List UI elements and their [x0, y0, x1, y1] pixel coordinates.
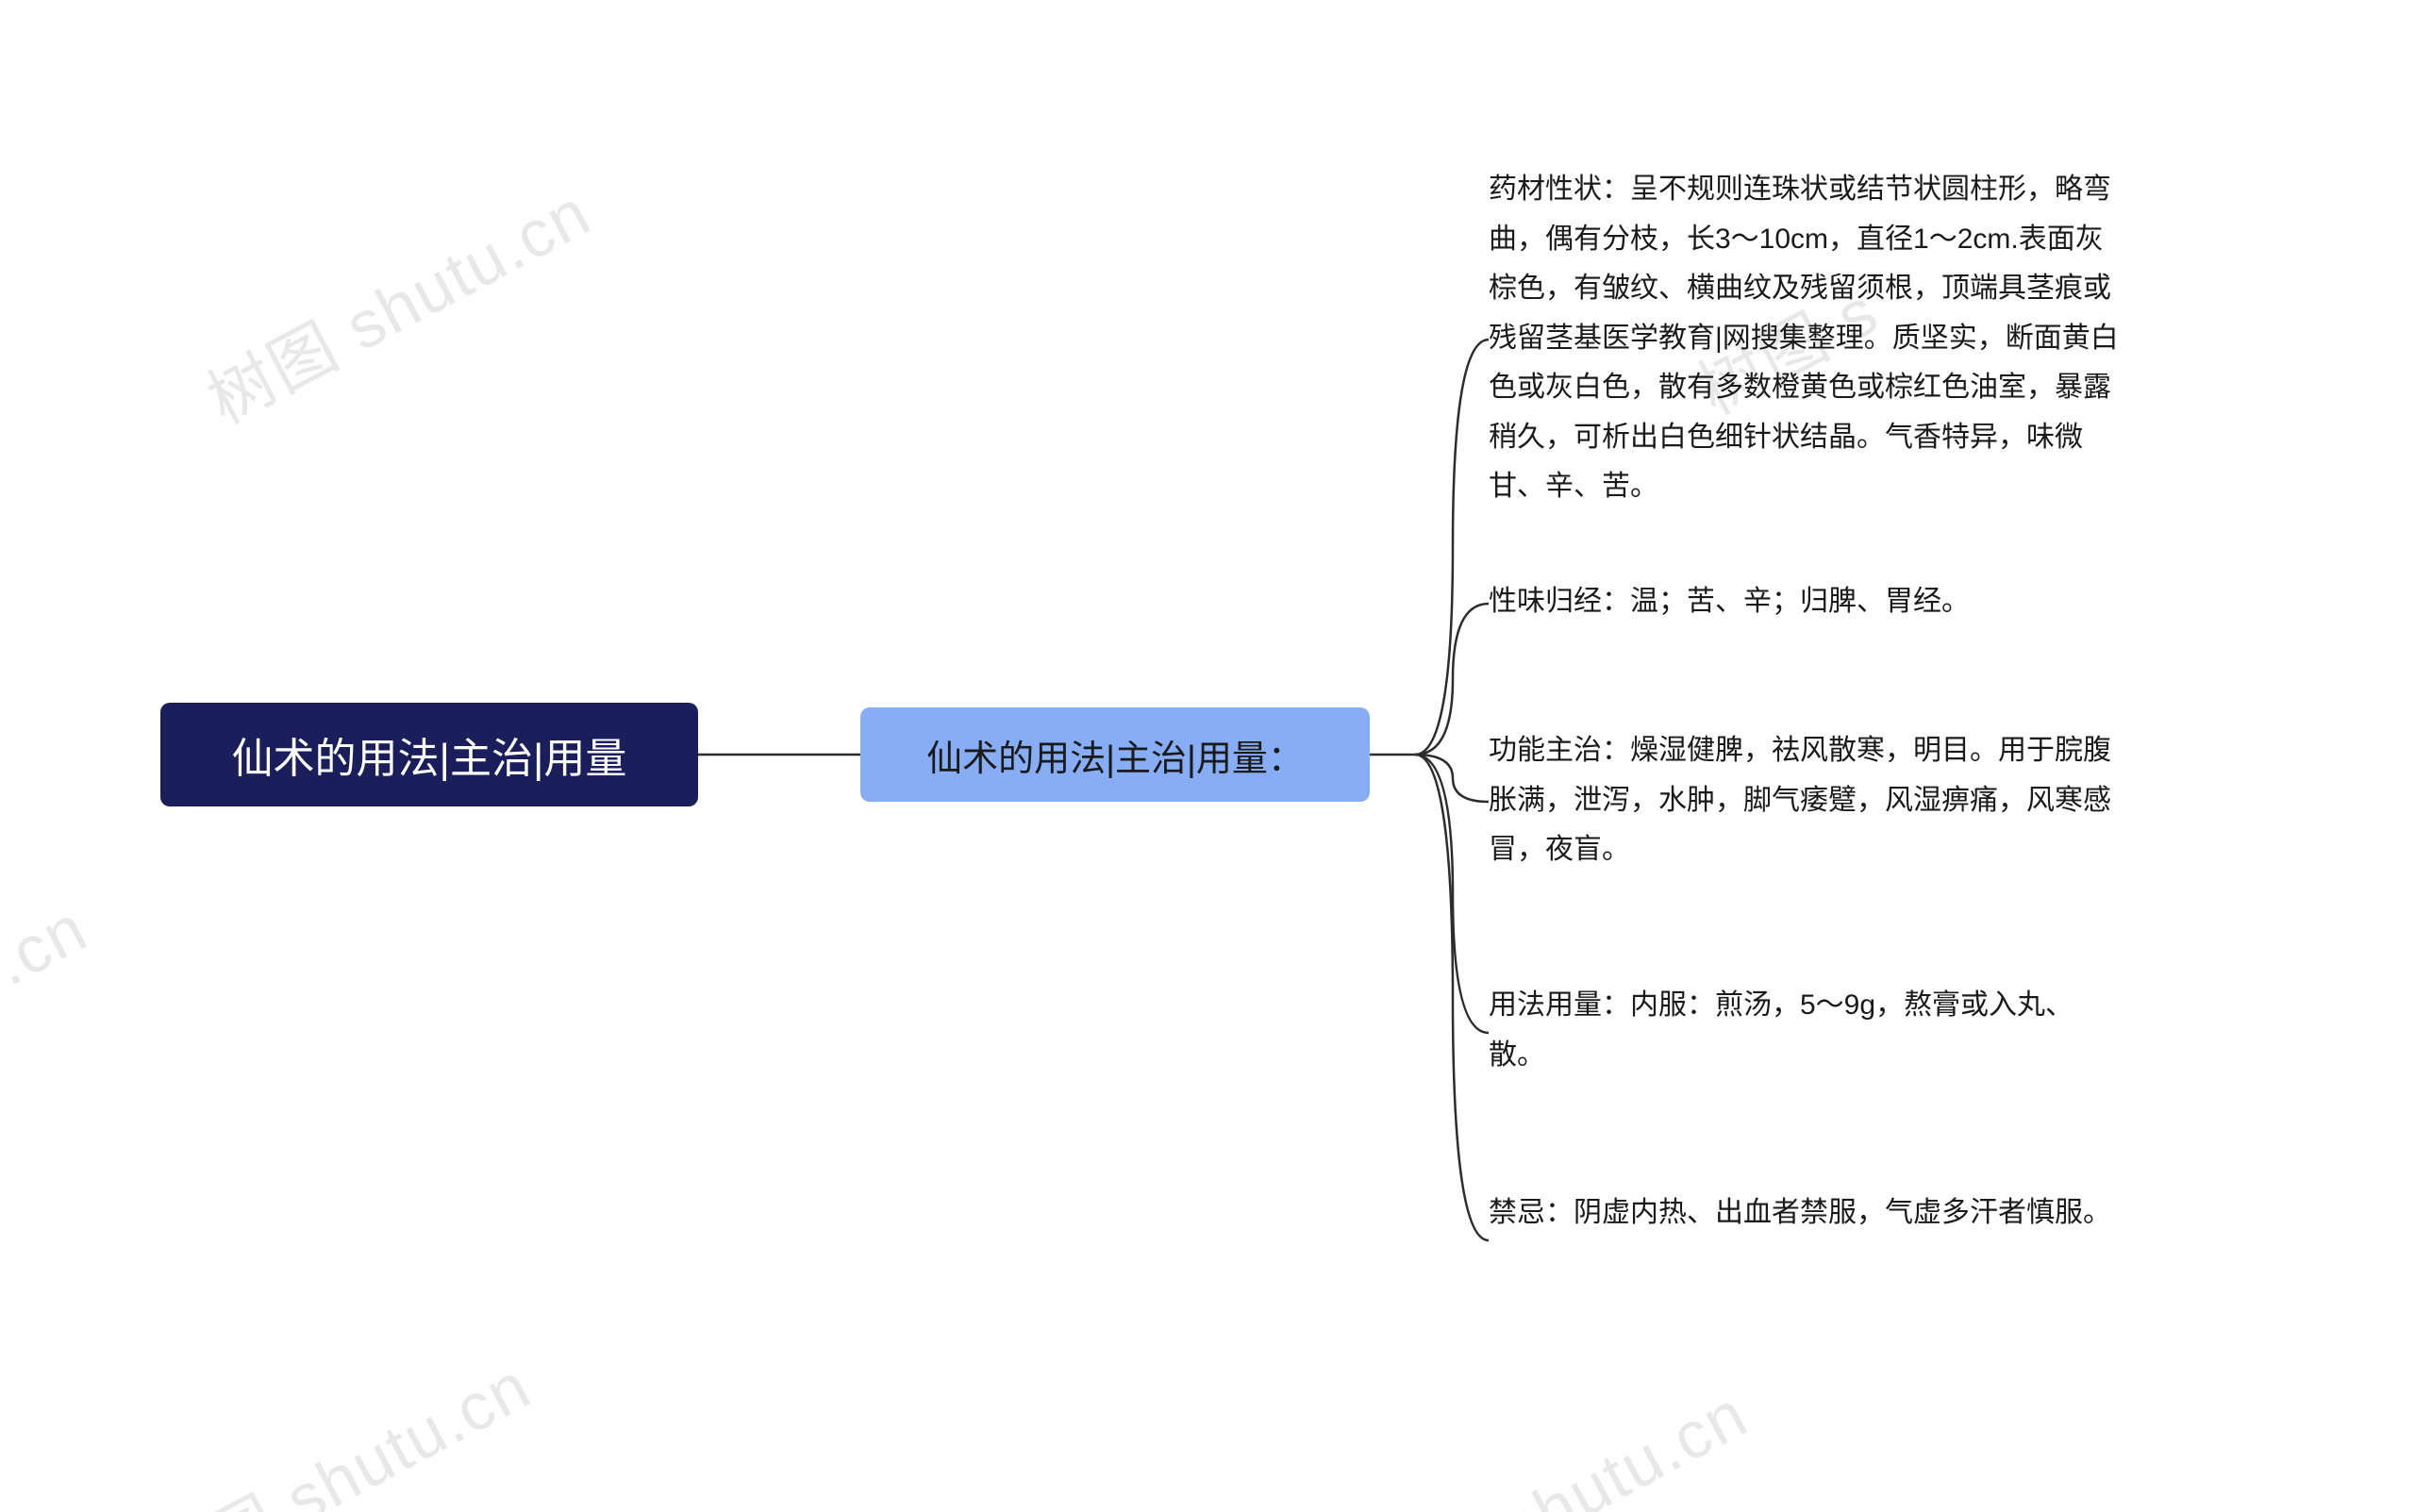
mindmap-canvas: 树图 shutu.cn 树图 s .cn 图 shutu.cn shutu.cn…	[0, 0, 2415, 1512]
leaf-text: 用法用量：内服：煎汤，5～9g，熬膏或入丸、散。	[1489, 989, 2074, 1071]
leaf-nature[interactable]: 性味归经：温；苦、辛；归脾、胃经。	[1489, 577, 2130, 627]
leaf-text: 功能主治：燥湿健脾，祛风散寒，明目。用于脘腹胀满，泄泻，水肿，脚气痿躄，风湿痹痛…	[1489, 735, 2111, 865]
leaf-properties[interactable]: 药材性状：呈不规则连珠状或结节状圆柱形，略弯曲，偶有分枝，长3～10cm，直径1…	[1489, 165, 2130, 512]
root-node[interactable]: 仙术的用法|主治|用量	[160, 703, 698, 806]
leaf-text: 禁忌：阴虚内热、出血者禁服，气虚多汗者慎服。	[1489, 1197, 2111, 1228]
leaf-contra[interactable]: 禁忌：阴虚内热、出血者禁服，气虚多汗者慎服。	[1489, 1188, 2130, 1238]
leaf-text: 药材性状：呈不规则连珠状或结节状圆柱形，略弯曲，偶有分枝，长3～10cm，直径1…	[1489, 174, 2119, 502]
root-node-label: 仙术的用法|主治|用量	[232, 724, 627, 785]
leaf-function[interactable]: 功能主治：燥湿健脾，祛风散寒，明目。用于脘腹胀满，泄泻，水肿，脚气痿躄，风湿痹痛…	[1489, 726, 2130, 875]
leaf-dosage[interactable]: 用法用量：内服：煎汤，5～9g，熬膏或入丸、散。	[1489, 981, 2130, 1080]
sub-node[interactable]: 仙术的用法|主治|用量：	[860, 707, 1370, 802]
leaf-text: 性味归经：温；苦、辛；归脾、胃经。	[1489, 586, 1970, 617]
sub-node-label: 仙术的用法|主治|用量：	[926, 729, 1304, 781]
